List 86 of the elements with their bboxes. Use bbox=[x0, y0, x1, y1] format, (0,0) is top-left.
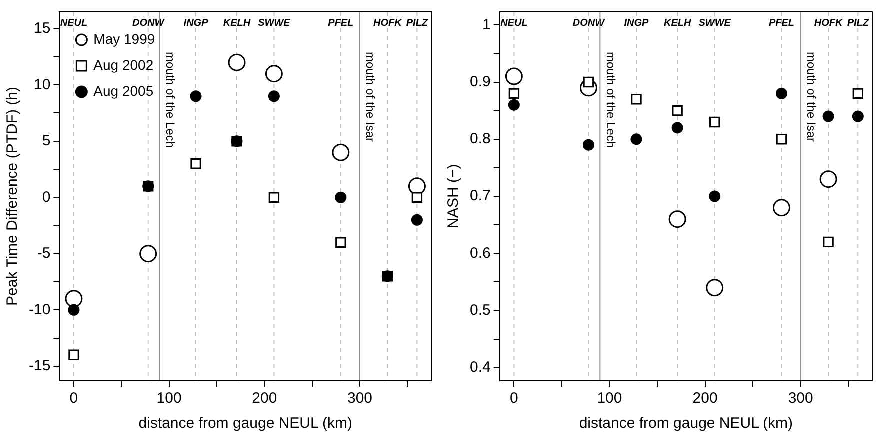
ref-line-label: KELH bbox=[664, 18, 692, 29]
ref-line-label: mouth of the Lech bbox=[163, 52, 178, 148]
point bbox=[583, 76, 594, 88]
point bbox=[776, 134, 788, 145]
ref-line-label: DONW bbox=[132, 18, 166, 29]
ref-line-label: HOFK bbox=[373, 18, 403, 29]
point bbox=[68, 304, 80, 316]
ref-line-label: SWWE bbox=[258, 18, 291, 29]
point bbox=[190, 158, 202, 170]
ref-line-label: PFEL bbox=[768, 18, 795, 29]
point bbox=[582, 139, 594, 151]
point bbox=[852, 110, 864, 122]
point bbox=[190, 90, 202, 102]
x-tick-label: 100 bbox=[156, 390, 182, 408]
y-tick-label: 1 bbox=[482, 16, 491, 34]
point bbox=[140, 245, 158, 263]
x-tick-label: 300 bbox=[347, 390, 373, 408]
ref-line-label: mouth of the Lech bbox=[604, 52, 618, 148]
point bbox=[776, 88, 788, 100]
y-tick-label: 15 bbox=[34, 20, 51, 38]
point bbox=[772, 199, 790, 217]
ref-line-label: PILZ bbox=[406, 18, 429, 29]
point bbox=[820, 170, 838, 188]
x-tick-label: 100 bbox=[597, 390, 622, 408]
point bbox=[709, 116, 720, 128]
point bbox=[630, 134, 642, 146]
point bbox=[268, 192, 280, 203]
point bbox=[709, 190, 721, 202]
y-tick-label: 0.4 bbox=[470, 359, 491, 376]
ref-line-label: mouth of the Isar bbox=[804, 52, 819, 142]
point bbox=[412, 192, 423, 203]
ref-line-label: INGP bbox=[624, 18, 650, 29]
y-tick-label: 0.9 bbox=[470, 73, 491, 90]
y-tick-label: 0 bbox=[42, 188, 51, 206]
x-tick-label: 0 bbox=[70, 390, 78, 408]
ref-line-label: NEUL bbox=[500, 18, 528, 29]
y-tick-label: 0.8 bbox=[470, 130, 491, 148]
x-axis-title: distance from gauge NEUL (km) bbox=[138, 415, 352, 432]
point bbox=[823, 236, 834, 248]
y-axis-title: NASH (−) bbox=[445, 164, 462, 229]
point bbox=[852, 88, 864, 100]
x-axis-title: distance from gauge NEUL (km) bbox=[579, 415, 794, 432]
x-tick-label: 200 bbox=[692, 390, 718, 408]
point bbox=[672, 122, 684, 134]
y-tick-label: 5 bbox=[42, 132, 51, 150]
x-tick-label: 200 bbox=[252, 390, 278, 408]
point bbox=[668, 210, 686, 228]
point bbox=[631, 94, 642, 105]
point bbox=[228, 54, 246, 72]
y-tick-label: -15 bbox=[28, 358, 51, 375]
ref-line-label: HOFK bbox=[814, 18, 844, 29]
point bbox=[411, 214, 423, 226]
ref-line-label: SWWE bbox=[698, 18, 732, 29]
legend-label: Aug 2002 bbox=[94, 56, 154, 73]
ref-line-label: NEUL bbox=[60, 18, 88, 29]
point bbox=[336, 237, 346, 248]
point bbox=[65, 290, 83, 308]
point bbox=[706, 279, 724, 297]
y-tick-label: 0.6 bbox=[470, 244, 491, 262]
point bbox=[508, 88, 520, 100]
point bbox=[822, 110, 834, 122]
ref-line-label: INGP bbox=[184, 18, 209, 29]
ref-line-label: PFEL bbox=[328, 18, 354, 29]
point bbox=[268, 90, 280, 102]
point bbox=[508, 99, 520, 111]
ref-line-label: PILZ bbox=[847, 18, 870, 29]
point bbox=[265, 65, 283, 83]
point bbox=[332, 144, 350, 162]
point bbox=[672, 105, 683, 116]
y-tick-label: 0.7 bbox=[470, 188, 491, 205]
y-tick-label: 10 bbox=[34, 76, 51, 94]
ref-line-label: DONW bbox=[572, 18, 606, 29]
y-tick-label: -10 bbox=[28, 301, 51, 318]
ref-line-label: KELH bbox=[223, 18, 252, 29]
legend-label: May 1999 bbox=[94, 30, 156, 47]
point bbox=[68, 350, 80, 360]
x-tick-label: 300 bbox=[788, 390, 814, 408]
y-tick-label: -5 bbox=[37, 245, 51, 262]
y-tick-label: 0.5 bbox=[470, 302, 491, 319]
x-tick-label: 0 bbox=[510, 390, 518, 408]
ref-line-label: mouth of the Isar bbox=[364, 52, 378, 142]
point bbox=[505, 68, 523, 86]
point bbox=[408, 178, 426, 196]
point bbox=[335, 192, 347, 204]
legend-label: Aug 2005 bbox=[94, 82, 154, 99]
y-axis-title: Peak Time Difference (PTDF) (h) bbox=[4, 87, 22, 306]
